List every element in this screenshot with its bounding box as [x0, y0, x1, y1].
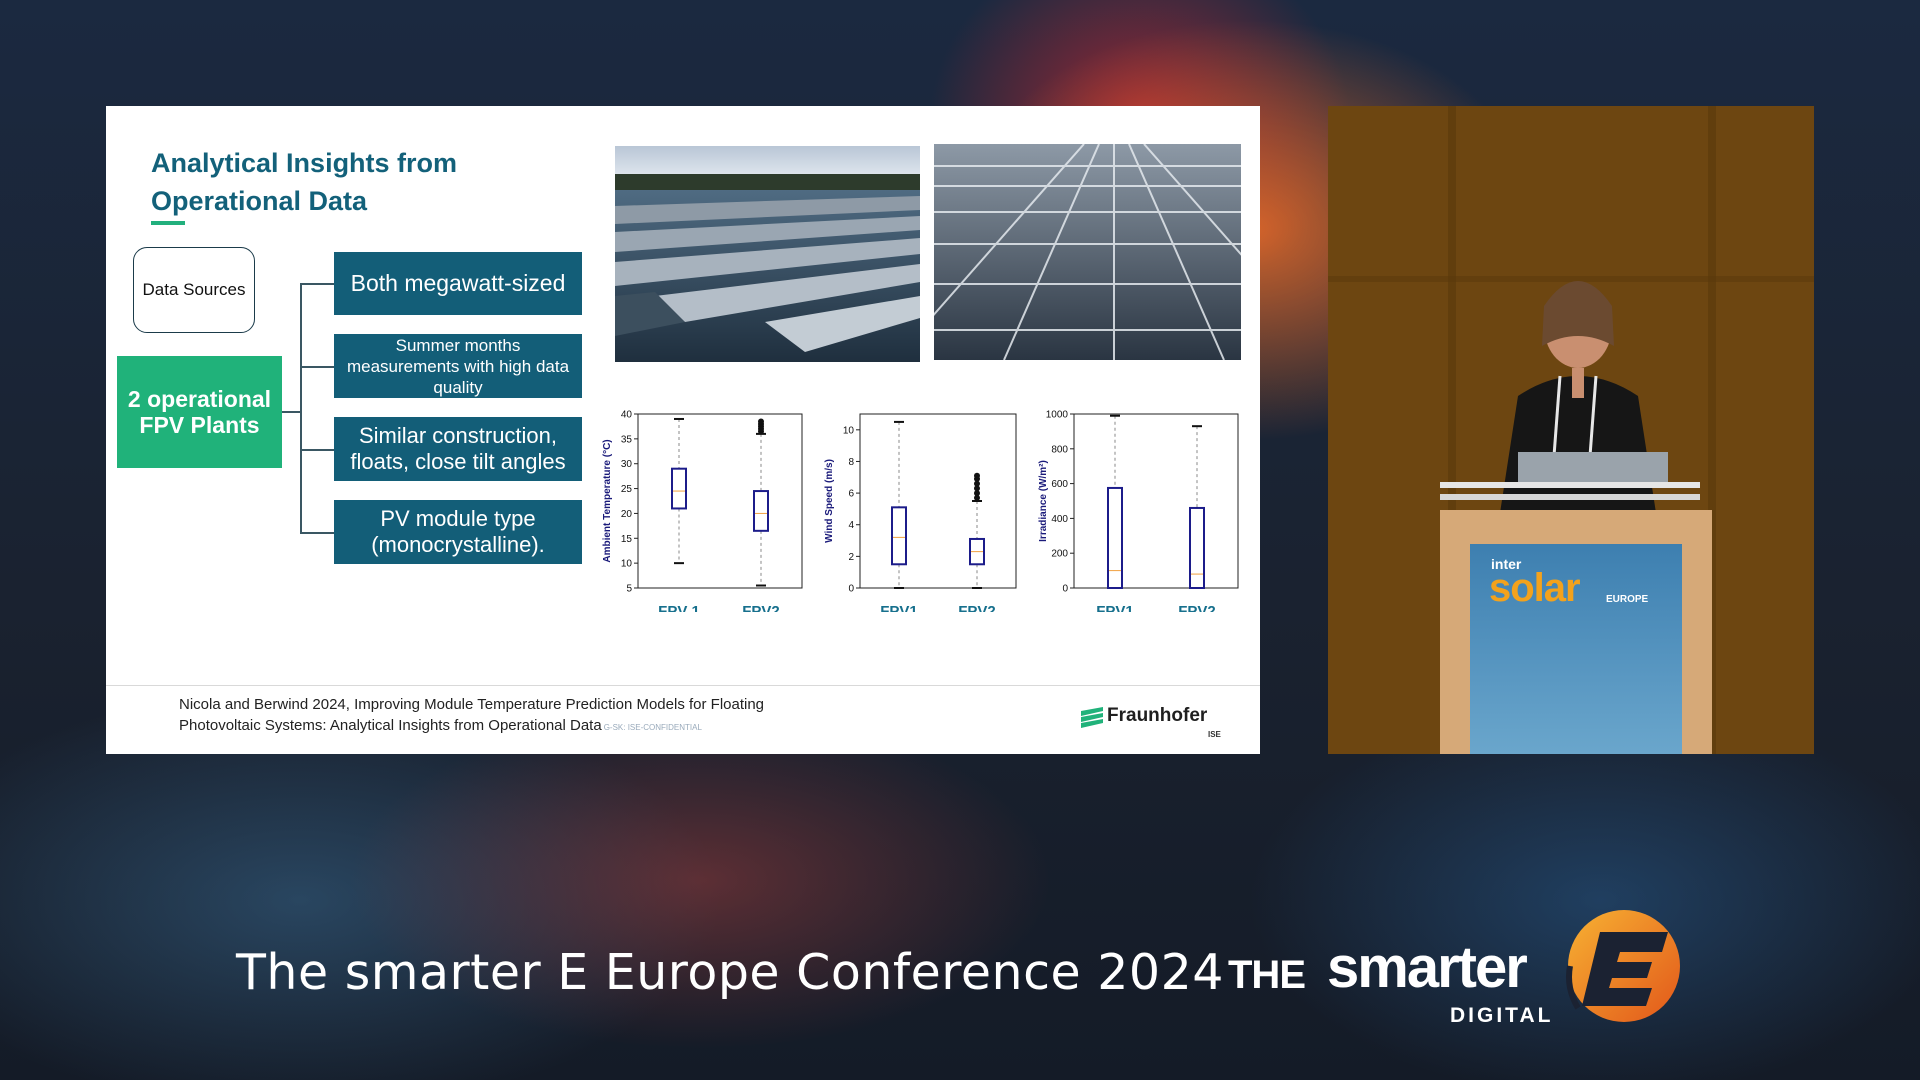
logo-digital: DIGITAL	[1450, 1004, 1554, 1027]
speaker-video-feed: inter solar EUROPE	[1328, 106, 1814, 754]
intersolar-main: solar	[1489, 566, 1581, 610]
y-tick-label: 15	[621, 534, 633, 545]
bracket-stem	[282, 411, 300, 413]
title-underline	[151, 221, 185, 225]
y-tick-label: 40	[621, 410, 633, 421]
fraunhofer-mark-icon	[1081, 707, 1103, 728]
outlier-point	[974, 485, 980, 492]
bracket-arm-4	[300, 532, 334, 534]
outlier-point	[974, 494, 980, 501]
plot-frame	[859, 413, 1017, 589]
y-axis-title: Wind Speed (m/s)	[824, 459, 835, 543]
slide-title: Analytical Insights from Operational Dat…	[151, 148, 458, 216]
fraunhofer-wordmark: Fraunhofer	[1107, 705, 1208, 726]
bracket-arm-3	[300, 449, 334, 451]
info-box-module-type: PV module type (monocrystalline).	[334, 500, 582, 564]
bracket-arm-1	[300, 283, 334, 285]
ambient-temperature-boxplot: Ambient Temperature (°C) 5 10 15 20 25 30 35 40 F…	[602, 410, 803, 612]
intersolar-europe: EUROPE	[1606, 594, 1649, 605]
y-tick-label: 0	[1062, 584, 1068, 595]
iqr-box	[891, 506, 907, 566]
iqr-box	[753, 490, 769, 532]
y-tick-label: 6	[848, 489, 854, 500]
y-tick-label: 8	[848, 457, 854, 468]
footer-divider	[106, 685, 1260, 686]
iqr-box	[1189, 506, 1205, 589]
logo-the: THE	[1228, 953, 1306, 997]
presentation-slide: Analytical Insights from Operational Dat…	[106, 106, 1260, 754]
y-tick-label: 2	[848, 552, 854, 563]
bracket-arm-2	[300, 366, 334, 368]
y-tick-label: 10	[621, 559, 633, 570]
outlier-point	[758, 418, 764, 425]
category-label: FPV2	[742, 603, 780, 612]
iqr-box	[1107, 486, 1123, 589]
category-label: FPV 1	[658, 603, 700, 612]
floating-pv-photo-1	[615, 146, 920, 362]
category-label: FPV1	[880, 603, 918, 612]
irradiance-boxplot: Irradiance (W/m²) 0 200 400 600 800 1000 FPV1 FP…	[1038, 410, 1239, 612]
citation-line-1: Nicola and Berwind 2024, Improving Modul…	[179, 696, 765, 713]
y-tick-label: 0	[848, 584, 854, 595]
confidential-mark: G-SK: ISE-CONFIDENTIAL	[603, 723, 702, 732]
category-label: FPV1	[1096, 603, 1134, 612]
category-label: FPV2	[1178, 603, 1216, 612]
wind-speed-boxplot: Wind Speed (m/s) 0 2 4 6 8 10 FPV1 FPV2	[824, 413, 1017, 612]
y-tick-label: 600	[1051, 479, 1068, 490]
citation: Nicola and Berwind 2024, Improving Modul…	[179, 694, 879, 738]
y-tick-label: 30	[621, 459, 633, 470]
y-tick-label: 400	[1051, 514, 1068, 525]
data-sources-box: Data Sources	[133, 247, 255, 333]
bracket-spine	[300, 283, 302, 532]
smarter-e-logo-icon	[1566, 910, 1680, 1022]
y-tick-label: 5	[626, 584, 632, 595]
category-label: FPV2	[958, 603, 996, 612]
conference-title: The smarter E Europe Conference 2024	[236, 944, 1224, 1001]
operational-plants-box: 2 operational FPV Plants	[117, 356, 282, 468]
info-box-construction: Similar construction, floats, close tilt…	[334, 417, 582, 481]
iqr-box	[671, 467, 687, 510]
y-axis-title: Ambient Temperature (°C)	[602, 439, 613, 562]
intersolar-top: inter	[1491, 556, 1522, 572]
plot-frame	[637, 413, 803, 589]
outlier-point	[974, 472, 980, 479]
outlier-point	[974, 480, 980, 487]
logo-smarter: smarter	[1327, 935, 1528, 1000]
citation-line-2: Photovoltaic Systems: Analytical Insight…	[179, 717, 602, 734]
y-axis-title: Irradiance (W/m²)	[1038, 460, 1049, 542]
plot-frame	[1073, 413, 1239, 589]
y-tick-label: 200	[1051, 549, 1068, 560]
speaker-scene	[1328, 106, 1814, 754]
y-tick-label: 25	[621, 484, 633, 495]
y-tick-label: 20	[621, 509, 633, 520]
floating-pv-photo-2	[934, 144, 1241, 360]
y-tick-label: 1000	[1046, 410, 1069, 421]
info-box-megawatt: Both megawatt-sized	[334, 252, 582, 315]
y-tick-label: 35	[621, 434, 633, 445]
y-tick-label: 800	[1051, 444, 1068, 455]
y-tick-label: 10	[843, 425, 855, 436]
fraunhofer-logo: Fraunhofer ISE	[1081, 703, 1231, 745]
info-box-summer-months: Summer months measurements with high dat…	[334, 334, 582, 398]
y-tick-label: 4	[848, 520, 854, 531]
fraunhofer-ise: ISE	[1208, 730, 1221, 739]
outlier-point	[974, 490, 980, 497]
